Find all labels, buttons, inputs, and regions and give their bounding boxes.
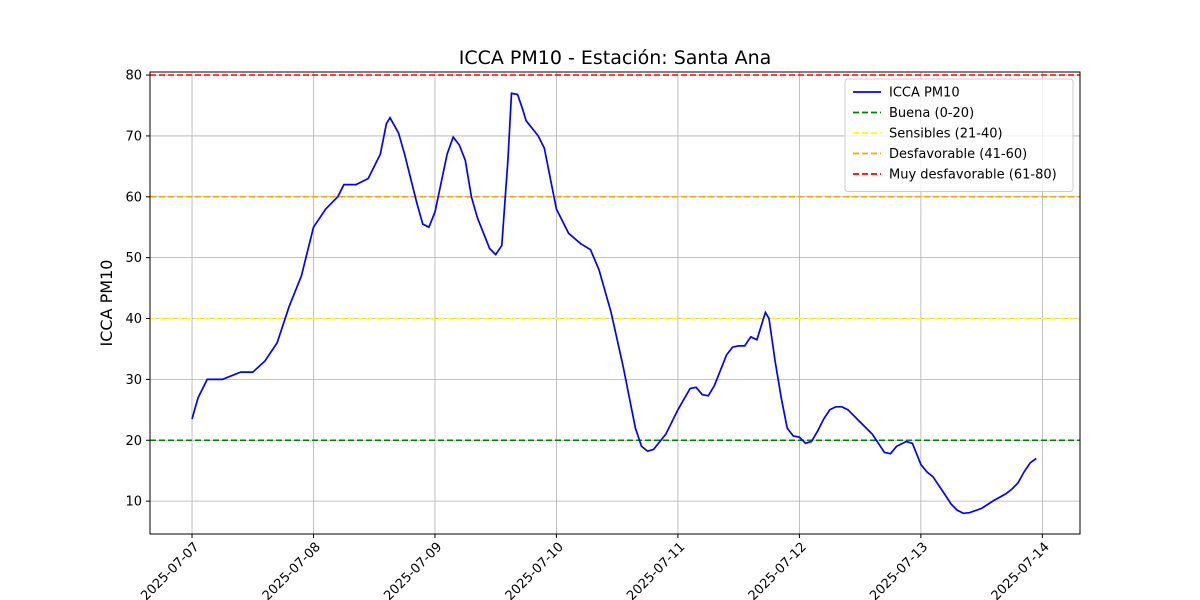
x-tick-label: 2025-07-08 xyxy=(260,540,324,600)
legend-label: Buena (0-20) xyxy=(889,106,974,121)
x-tick-label: 2025-07-14 xyxy=(989,540,1053,600)
legend-label: Desfavorable (41-60) xyxy=(889,147,1027,162)
legend-label: Muy desfavorable (61-80) xyxy=(889,168,1057,183)
x-tick-label: 2025-07-07 xyxy=(138,540,202,600)
legend-label: Sensibles (21-40) xyxy=(889,127,1003,142)
y-tick-label: 10 xyxy=(125,495,142,510)
y-tick-label: 30 xyxy=(125,373,142,388)
y-tick-label: 70 xyxy=(125,129,142,144)
x-tick-label: 2025-07-10 xyxy=(503,540,567,600)
x-tick-label: 2025-07-11 xyxy=(624,540,688,600)
legend-box xyxy=(844,78,1074,192)
y-tick-label: 80 xyxy=(125,69,142,84)
plot-frame xyxy=(149,71,1081,535)
data-line xyxy=(191,92,1037,515)
legend: ICCA PM10 Buena (0-20) Sensibles (21-40) De… xyxy=(844,78,1074,192)
legend-label: ICCA PM10 xyxy=(889,86,960,101)
y-tick-label: 50 xyxy=(125,251,142,266)
y-tick-label: 20 xyxy=(125,434,142,449)
x-tick-label: 2025-07-12 xyxy=(746,540,810,600)
x-tick-label: 2025-07-09 xyxy=(381,540,445,600)
y-tick-label: 60 xyxy=(125,190,142,205)
chart-title: ICCA PM10 - Estación: Santa Ana xyxy=(459,47,772,69)
y-tick-label: 40 xyxy=(125,312,142,327)
y-axis-label: ICCA PM10 xyxy=(97,260,116,347)
x-tick-label: 2025-07-13 xyxy=(867,540,931,600)
